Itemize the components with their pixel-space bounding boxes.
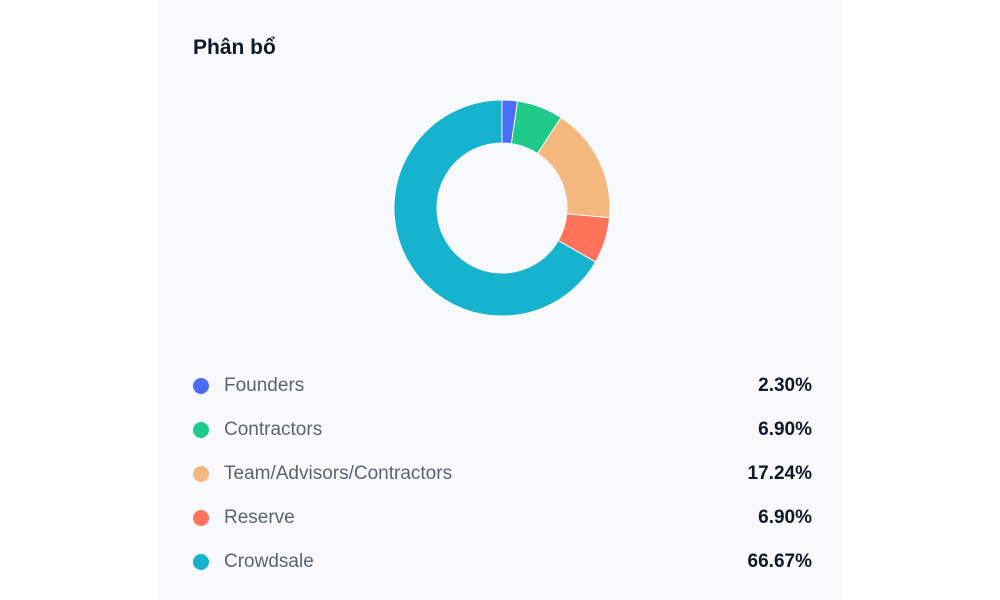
legend-label: Team/Advisors/Contractors [224, 463, 453, 484]
legend: Founders 2.30% Contractors 6.90% Team/Ad… [193, 364, 812, 584]
legend-item: Team/Advisors/Contractors 17.24% [193, 452, 812, 496]
legend-dot-icon [193, 422, 209, 438]
legend-value: 2.30% [758, 375, 812, 396]
legend-item: Founders 2.30% [193, 364, 812, 408]
legend-dot-icon [193, 466, 209, 482]
legend-item: Crowdsale 66.67% [193, 540, 812, 584]
donut-chart [394, 99, 611, 317]
allocation-panel: Phân bổ Founders 2.30% Contractors 6.90%… [158, 0, 842, 600]
legend-value: 17.24% [747, 463, 812, 484]
legend-label: Reserve [224, 507, 295, 528]
legend-item: Contractors 6.90% [193, 408, 812, 452]
legend-label: Founders [224, 375, 305, 396]
legend-dot-icon [193, 554, 209, 570]
legend-dot-icon [193, 510, 209, 526]
legend-value: 6.90% [758, 419, 812, 440]
legend-value: 6.90% [758, 507, 812, 528]
legend-value: 66.67% [747, 551, 812, 572]
legend-dot-icon [193, 378, 209, 394]
legend-label: Contractors [224, 419, 323, 440]
chart-title: Phân bổ [193, 36, 276, 59]
donut-slice-crowdsale[interactable] [394, 99, 597, 317]
legend-item: Reserve 6.90% [193, 496, 812, 540]
legend-label: Crowdsale [224, 551, 314, 572]
